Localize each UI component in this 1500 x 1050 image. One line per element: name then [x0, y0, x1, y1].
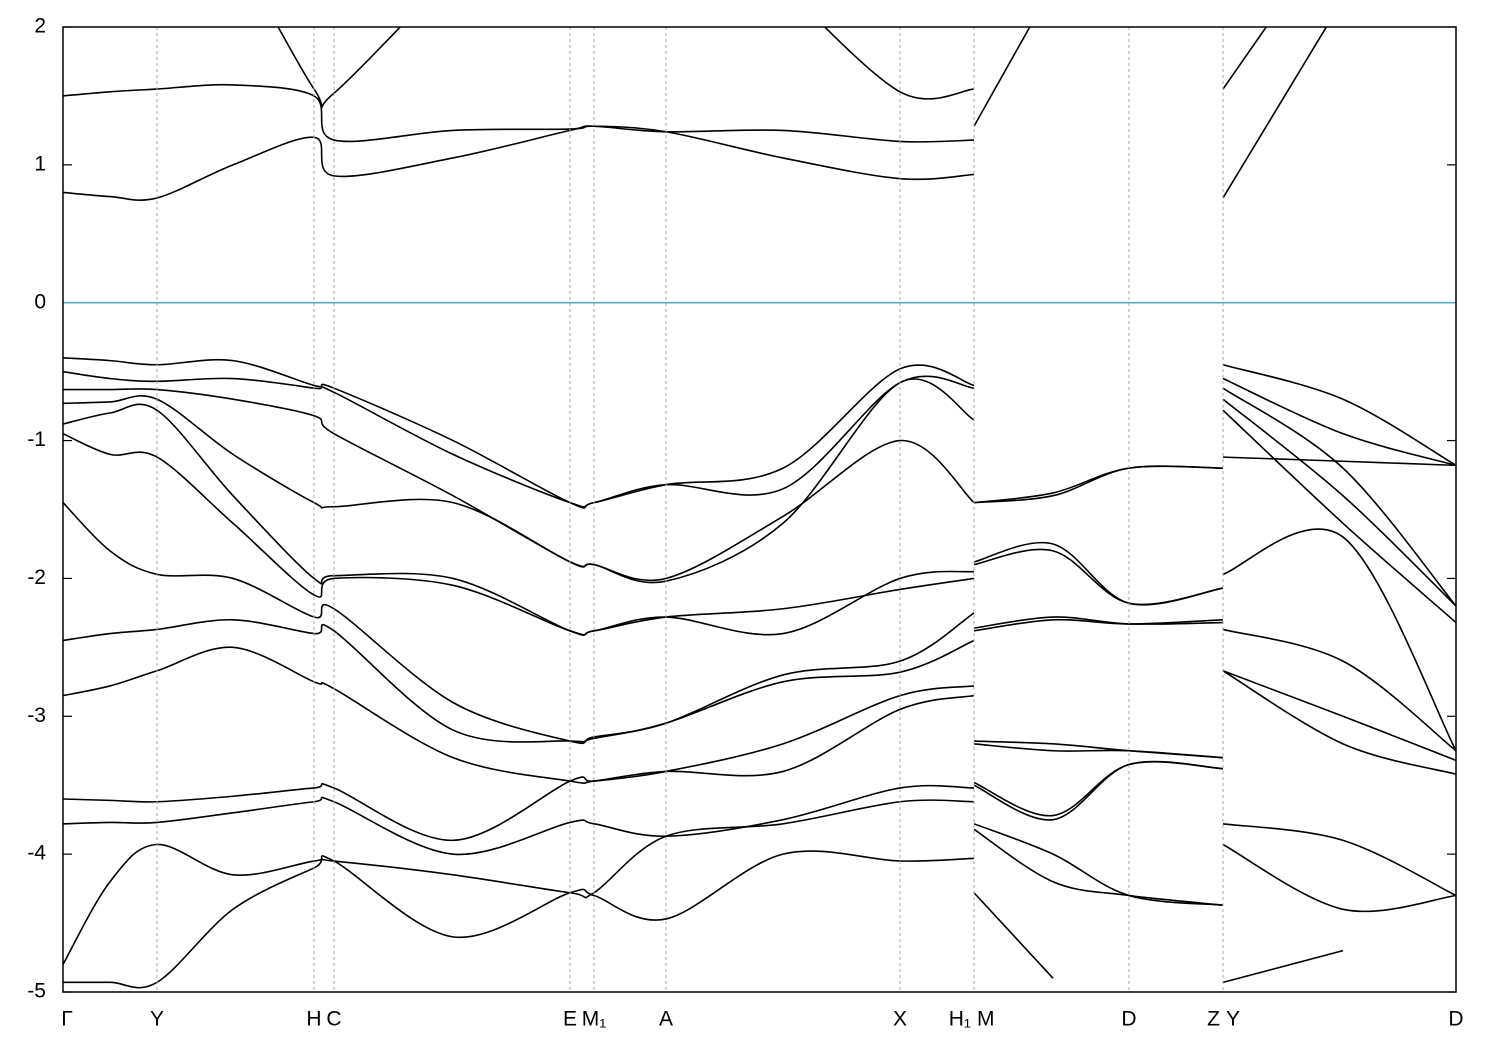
- x-tick-label: Γ: [61, 1008, 73, 1031]
- x-tick-label: D: [1448, 1008, 1463, 1031]
- x-tick-label: M₁: [582, 1008, 607, 1031]
- y-tick-label: -1: [27, 428, 46, 451]
- band-line: [63, 618, 1456, 759]
- band-line: [63, 27, 1328, 201]
- x-tick-label: X: [893, 1008, 907, 1031]
- y-tick-label: -4: [27, 842, 46, 865]
- x-tick-label: Y: [150, 1008, 164, 1031]
- y-tick-label: 2: [34, 15, 46, 38]
- plot-frame: [62, 26, 1457, 993]
- x-tick-label: M: [977, 1008, 995, 1031]
- band-line: [63, 403, 1456, 637]
- x-tick-label: C: [326, 1008, 341, 1031]
- y-tick-label: 1: [34, 152, 46, 175]
- band-line: [63, 27, 1268, 143]
- band-line: [63, 670, 1456, 842]
- x-tick-label: H₁: [949, 1008, 971, 1031]
- x-tick-label: Z: [1207, 1008, 1220, 1031]
- band-line: [63, 370, 1456, 508]
- x-tick-label: A: [659, 1008, 673, 1031]
- y-tick-label: 0: [34, 290, 46, 313]
- x-tick-label: Y: [1226, 1008, 1240, 1031]
- y-tick-label: -3: [27, 704, 46, 727]
- x-tick-label: D: [1121, 1008, 1136, 1031]
- band-line: [63, 850, 1344, 989]
- band-line: [277, 27, 975, 109]
- x-tick-label: E: [563, 1008, 577, 1031]
- y-tick-label: -2: [27, 566, 46, 589]
- y-tick-label: -5: [27, 980, 46, 1003]
- band-line: [63, 395, 1456, 607]
- band-line: [63, 432, 1456, 636]
- band-line: [63, 784, 1456, 906]
- x-tick-label: H: [306, 1008, 321, 1031]
